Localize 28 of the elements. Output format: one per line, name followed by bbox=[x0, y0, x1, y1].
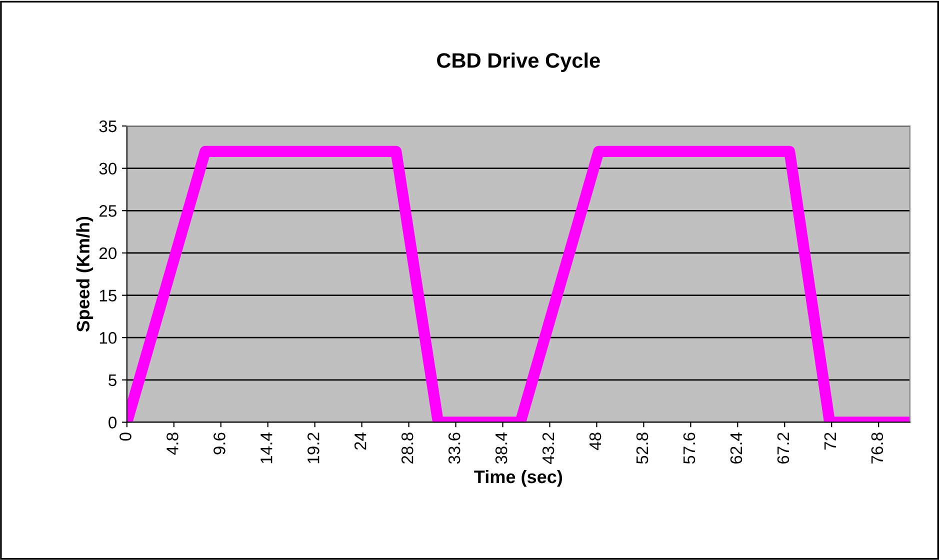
x-tick-label: 19.2 bbox=[307, 432, 320, 464]
x-tick-label: 62.4 bbox=[730, 432, 742, 464]
y-tick-label: 10 bbox=[100, 332, 117, 344]
x-tick-label: 0 bbox=[120, 432, 132, 441]
y-tick-label: 35 bbox=[99, 120, 116, 132]
x-tick-label: 24 bbox=[354, 432, 366, 450]
y-tick-label: 5 bbox=[108, 374, 116, 386]
x-tick-label: 43.2 bbox=[542, 432, 554, 464]
y-tick-label: 0 bbox=[108, 416, 117, 428]
x-tick-label: 4.8 bbox=[166, 432, 178, 455]
x-tick-label: 14.4 bbox=[260, 432, 272, 464]
x-tick-label: 67.2 bbox=[777, 432, 790, 464]
chart-title: CBD Drive Cycle bbox=[437, 52, 600, 72]
y-axis-title: Speed (Km/h) bbox=[76, 216, 94, 332]
x-axis-title: Time (sec) bbox=[474, 470, 562, 487]
x-tick-label: 72 bbox=[824, 432, 836, 450]
y-tick-label: 30 bbox=[99, 162, 117, 175]
x-tick-label: 48 bbox=[589, 432, 602, 450]
x-tick-label: 76.8 bbox=[871, 432, 884, 464]
x-tick-label: 57.6 bbox=[683, 432, 696, 464]
x-tick-label: 38.4 bbox=[495, 432, 508, 464]
x-tick-label: 33.6 bbox=[448, 432, 460, 464]
y-tick-label: 25 bbox=[99, 205, 116, 217]
y-tick-label: 15 bbox=[100, 290, 116, 302]
x-tick-label: 9.6 bbox=[214, 432, 226, 454]
x-tick-label: 28.8 bbox=[401, 432, 414, 464]
x-tick-label: 52.8 bbox=[636, 432, 648, 464]
y-tick-label: 20 bbox=[99, 247, 117, 260]
